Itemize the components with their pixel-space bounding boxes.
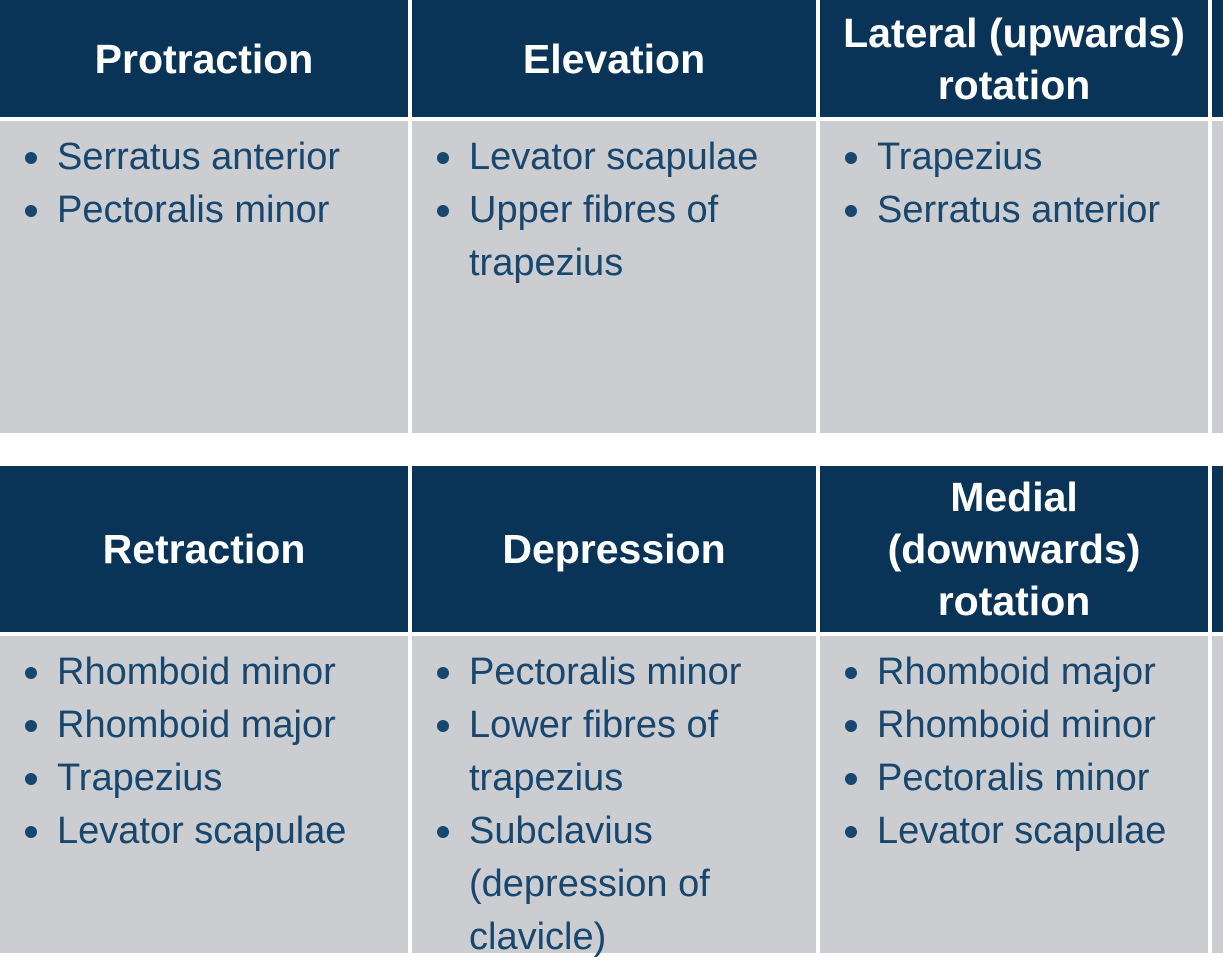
body-cell-cutoff-sliver bbox=[1212, 121, 1223, 433]
header-label: Lateral (upwards) bbox=[843, 9, 1185, 56]
muscle-item: Pectoralis minor bbox=[412, 646, 810, 699]
scapular-movements-table-top: Protraction Elevation Lateral (upwards) … bbox=[0, 0, 1223, 433]
header-cell-cutoff-sliver bbox=[1212, 0, 1223, 117]
muscle-item: Pectoralis minor bbox=[0, 184, 402, 237]
muscle-item: Serratus anterior bbox=[0, 131, 402, 184]
header-cell-medial-rotation: Medial (downwards) rotation bbox=[820, 466, 1208, 632]
muscle-item: Pectoralis minor bbox=[820, 752, 1202, 805]
header-label: (downwards) bbox=[887, 526, 1141, 572]
muscle-list-depression: Pectoralis minor Lower fibres of trapezi… bbox=[412, 646, 810, 964]
muscle-item: Levator scapulae bbox=[820, 805, 1202, 858]
scapular-movements-table-bottom: Retraction Depression Medial (downwards)… bbox=[0, 466, 1223, 958]
muscle-list-medial-rotation: Rhomboid major Rhomboid minor Pectoralis… bbox=[820, 646, 1202, 858]
muscle-item: Trapezius bbox=[0, 752, 402, 805]
header-label: Protraction bbox=[94, 35, 314, 82]
header-cell-elevation: Elevation bbox=[412, 0, 816, 117]
header-label: Medial bbox=[950, 474, 1078, 520]
muscle-item: Levator scapulae bbox=[412, 131, 810, 184]
muscle-item: Upper fibres of trapezius bbox=[412, 184, 810, 290]
body-cell-elevation: Levator scapulae Upper fibres of trapezi… bbox=[412, 121, 816, 433]
body-cell-retraction: Rhomboid minor Rhomboid major Trapezius … bbox=[0, 636, 408, 953]
muscle-item: Trapezius bbox=[820, 131, 1202, 184]
muscle-item: Subclavius (depression of clavicle) bbox=[412, 805, 810, 964]
header-label: Retraction bbox=[102, 526, 306, 572]
header-cell-depression: Depression bbox=[412, 466, 816, 632]
muscle-list-retraction: Rhomboid minor Rhomboid major Trapezius … bbox=[0, 646, 402, 858]
header-cell-lateral-rotation: Lateral (upwards) rotation bbox=[820, 0, 1208, 117]
muscle-item: Rhomboid minor bbox=[0, 646, 402, 699]
muscle-item: Rhomboid minor bbox=[820, 699, 1202, 752]
muscle-item: Lower fibres of trapezius bbox=[412, 699, 810, 805]
body-cell-cutoff-sliver bbox=[1212, 636, 1223, 953]
body-cell-depression: Pectoralis minor Lower fibres of trapezi… bbox=[412, 636, 816, 958]
body-cell-medial-rotation: Rhomboid major Rhomboid minor Pectoralis… bbox=[820, 636, 1208, 953]
header-cell-retraction: Retraction bbox=[0, 466, 408, 632]
body-cell-lateral-rotation: Trapezius Serratus anterior bbox=[820, 121, 1208, 433]
header-label: Depression bbox=[502, 526, 726, 572]
muscle-list-lateral-rotation: Trapezius Serratus anterior bbox=[820, 131, 1202, 237]
header-label: rotation bbox=[937, 61, 1091, 108]
header-label: rotation bbox=[937, 578, 1091, 624]
muscle-item: Rhomboid major bbox=[820, 646, 1202, 699]
header-cell-cutoff-sliver bbox=[1212, 466, 1223, 632]
muscle-list-elevation: Levator scapulae Upper fibres of trapezi… bbox=[412, 131, 810, 290]
header-label: Elevation bbox=[522, 35, 706, 82]
muscle-item: Rhomboid major bbox=[0, 699, 402, 752]
body-cell-protraction: Serratus anterior Pectoralis minor bbox=[0, 121, 408, 433]
muscle-list-protraction: Serratus anterior Pectoralis minor bbox=[0, 131, 402, 237]
muscle-item: Serratus anterior bbox=[820, 184, 1202, 237]
muscle-item: Levator scapulae bbox=[0, 805, 402, 858]
header-cell-protraction: Protraction bbox=[0, 0, 408, 117]
